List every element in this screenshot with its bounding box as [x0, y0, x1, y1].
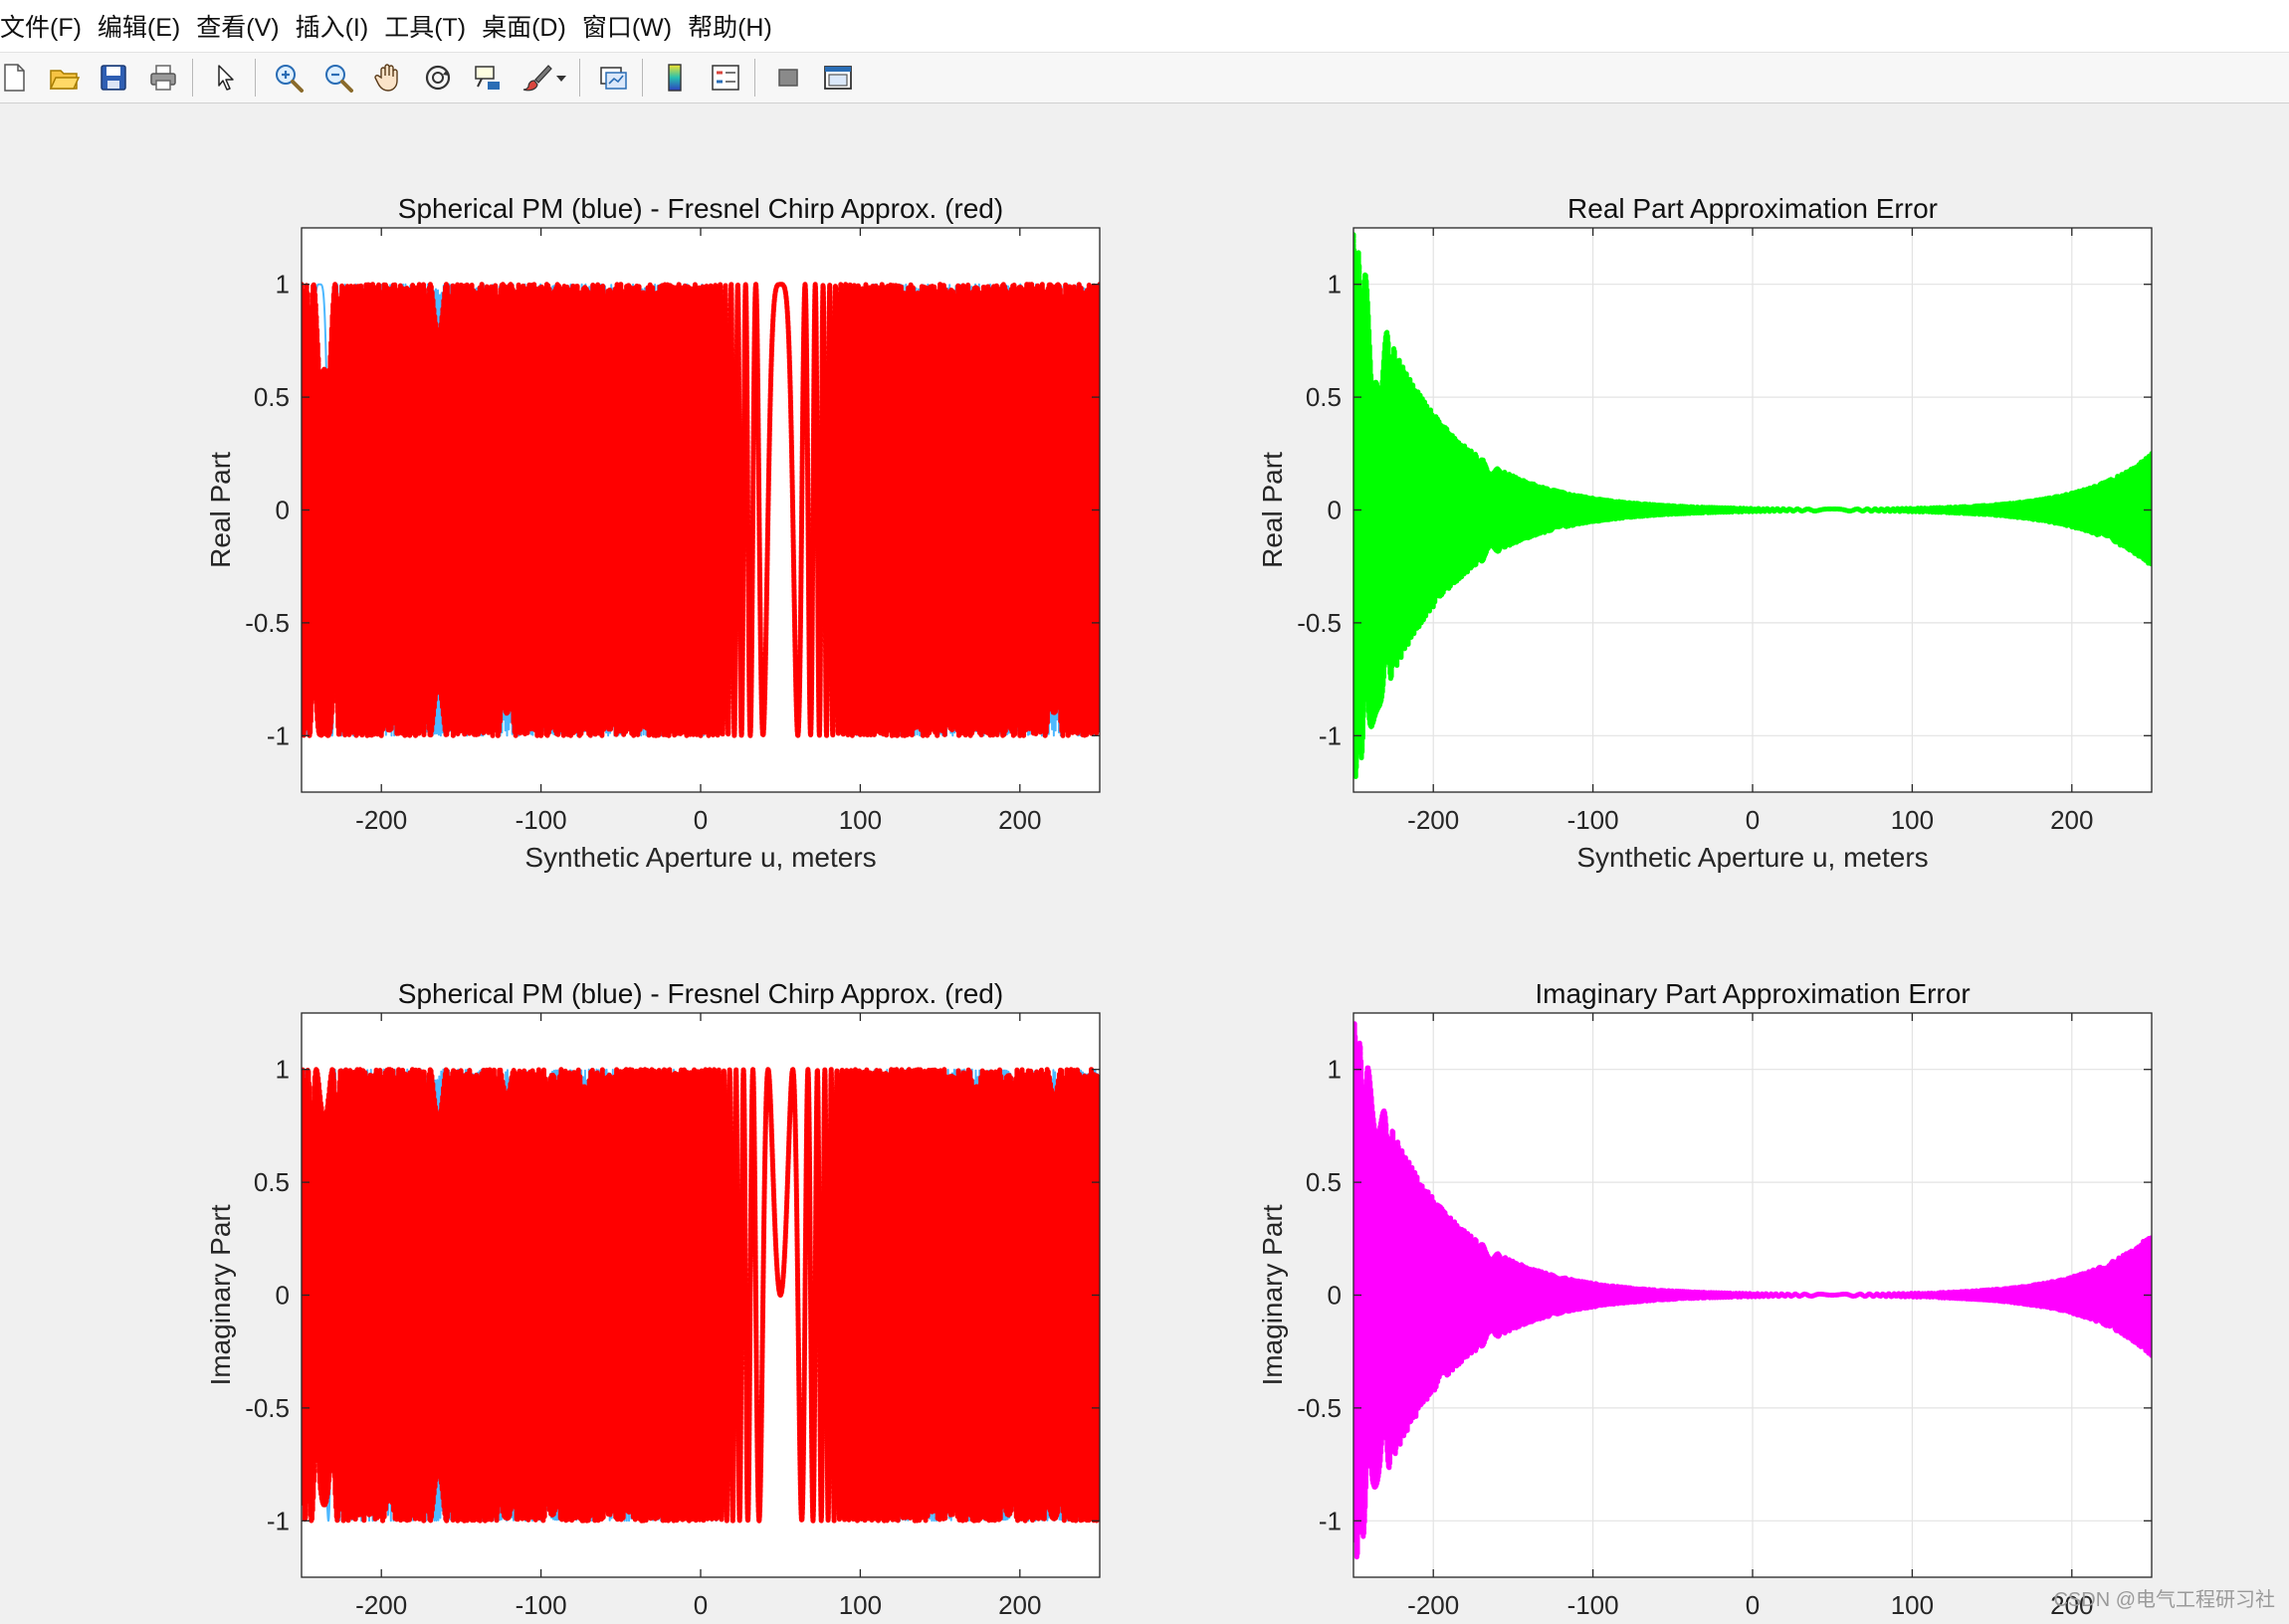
x-tick-label: -200 [355, 1590, 407, 1620]
y-tick-label: -1 [267, 1506, 290, 1535]
link-plot-icon[interactable] [595, 60, 631, 96]
y-axis-label: Imaginary Part [1257, 1204, 1288, 1385]
x-axis-label: Synthetic Aperture u, meters [524, 842, 876, 873]
x-tick-label: 100 [839, 1590, 882, 1620]
y-tick-label: 1 [276, 270, 290, 300]
brush-dropdown-icon[interactable] [554, 60, 568, 96]
plot-title: Spherical PM (blue) - Fresnel Chirp Appr… [398, 193, 1003, 224]
x-tick-label: 0 [1746, 1590, 1760, 1620]
hide-plot-tools-icon[interactable] [770, 60, 806, 96]
figure-canvas: -200 -100 0 100 200 -1 -0.5 0 0.5 1 Spherical PM (… [0, 103, 2289, 1624]
series-line-fresnel [302, 282, 1100, 738]
x-tick-label: -200 [1407, 805, 1459, 835]
x-tick-label: 100 [1891, 805, 1934, 835]
x-tick-label: -200 [355, 805, 407, 835]
y-axis-label: Real Part [205, 452, 236, 568]
save-icon[interactable] [96, 60, 131, 96]
y-tick-label: 0 [1328, 1281, 1342, 1311]
brush-icon[interactable] [520, 60, 555, 96]
x-tick-label: 0 [1746, 805, 1760, 835]
y-tick-label: 0.5 [1306, 1167, 1342, 1197]
plot-title: Spherical PM (blue) - Fresnel Chirp Appr… [398, 978, 1003, 1009]
select-arrow-icon[interactable] [208, 60, 244, 96]
y-tick-label: -0.5 [1297, 1393, 1342, 1423]
plot-imaginary-part[interactable]: -200 -100 0 100 200 -1 -0.5 0 0.5 1 Spherical PM (… [205, 978, 1101, 1620]
menu-window[interactable]: 窗口(W) [581, 14, 673, 42]
plot-real-error[interactable]: -200 -100 0 100 200 -1 -0.5 0 0.5 1 Real Part Appr… [1257, 193, 2153, 873]
zoom-in-icon[interactable] [271, 60, 307, 96]
x-tick-label: -100 [516, 805, 567, 835]
y-tick-label: 0 [276, 496, 290, 525]
series-line-fresnel [302, 1067, 1100, 1523]
y-tick-label: 0 [276, 1281, 290, 1311]
plot-title: Imaginary Part Approximation Error [1535, 978, 1970, 1009]
toolbar-separator [754, 59, 755, 97]
x-tick-label: 200 [2050, 805, 2093, 835]
toolbar-separator [192, 59, 193, 97]
x-tick-label: -200 [1407, 1590, 1459, 1620]
toolbar-separator [642, 59, 643, 97]
legend-icon[interactable] [708, 60, 743, 96]
x-tick-label: 200 [998, 805, 1041, 835]
y-tick-label: -0.5 [245, 1393, 290, 1423]
new-figure-icon[interactable] [0, 60, 32, 96]
plot-title: Real Part Approximation Error [1567, 193, 1938, 224]
y-tick-label: -0.5 [1297, 608, 1342, 638]
y-tick-label: 1 [1328, 1055, 1342, 1085]
y-axis-label: Real Part [1257, 452, 1288, 568]
rotate-3d-icon[interactable] [420, 60, 456, 96]
y-tick-label: 0.5 [254, 382, 290, 412]
print-icon[interactable] [145, 60, 181, 96]
pan-hand-icon[interactable] [370, 60, 406, 96]
x-tick-label: 0 [694, 805, 708, 835]
menu-desktop[interactable]: 桌面(D) [482, 14, 566, 42]
menu-help[interactable]: 帮助(H) [688, 14, 772, 42]
menu-edit[interactable]: 编辑(E) [97, 14, 181, 42]
x-tick-label: 0 [694, 1590, 708, 1620]
x-tick-label: -100 [516, 1590, 567, 1620]
y-tick-label: 1 [276, 1055, 290, 1085]
y-tick-label: -1 [1319, 1506, 1342, 1535]
y-axis-label: Imaginary Part [205, 1204, 236, 1385]
data-cursor-icon[interactable] [470, 60, 506, 96]
x-tick-label: -100 [1567, 805, 1619, 835]
x-tick-label: 100 [1891, 1590, 1934, 1620]
watermark-text: CSDN @电气工程研习社 [2053, 1589, 2275, 1611]
figure-toolbar [0, 53, 2289, 103]
plot-real-part[interactable]: -200 -100 0 100 200 -1 -0.5 0 0.5 1 Spherical PM (… [205, 193, 1101, 873]
y-tick-label: 0.5 [1306, 382, 1342, 412]
y-tick-label: -1 [1319, 720, 1342, 750]
menu-file[interactable]: 文件(F) [0, 14, 82, 42]
x-axis-label: Synthetic Aperture u, meters [1576, 842, 1928, 873]
y-tick-label: 0 [1328, 496, 1342, 525]
x-tick-label: -100 [1567, 1590, 1619, 1620]
menu-insert[interactable]: 插入(I) [295, 14, 369, 42]
y-tick-label: -1 [267, 720, 290, 750]
zoom-out-icon[interactable] [320, 60, 356, 96]
toolbar-separator [255, 59, 256, 97]
x-tick-label: 200 [998, 1590, 1041, 1620]
toolbar-separator [579, 59, 580, 97]
x-tick-label: 100 [839, 805, 882, 835]
y-tick-label: 1 [1328, 270, 1342, 300]
show-plot-tools-icon[interactable] [820, 60, 856, 96]
colorbar-icon[interactable] [658, 60, 694, 96]
open-file-icon[interactable] [46, 60, 82, 96]
menu-view[interactable]: 查看(V) [196, 14, 280, 42]
y-tick-label: -0.5 [245, 608, 290, 638]
menu-bar: 文件(F) 编辑(E) 查看(V) 插入(I) 工具(T) 桌面(D) 窗口(W… [0, 0, 2289, 53]
y-tick-label: 0.5 [254, 1167, 290, 1197]
menu-tools[interactable]: 工具(T) [384, 14, 467, 42]
